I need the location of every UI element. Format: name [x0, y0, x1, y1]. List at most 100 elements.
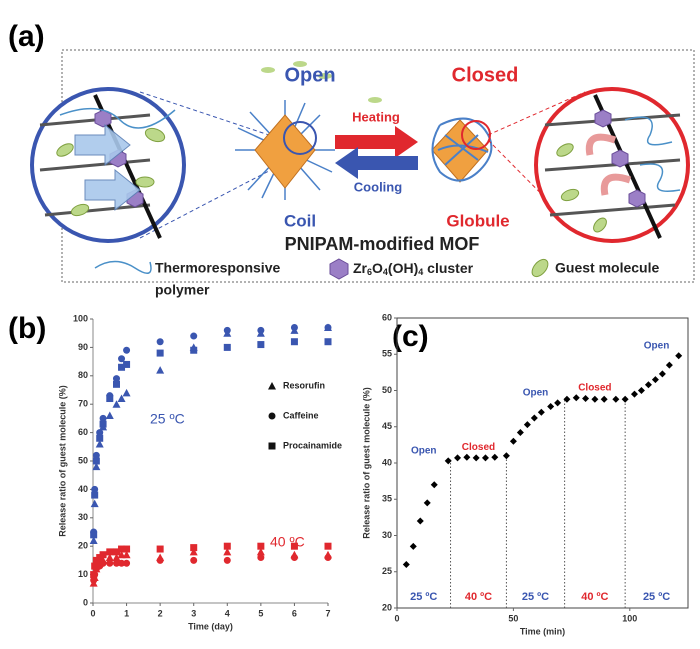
- formula-part: Zr: [353, 260, 368, 276]
- cooling-arrow: [335, 147, 418, 179]
- y-tick-label: 35: [382, 494, 392, 504]
- process-label: Cooling: [354, 179, 402, 194]
- formula-part: O: [372, 260, 383, 276]
- marker: [644, 381, 652, 389]
- marker: [502, 452, 510, 460]
- marker: [257, 554, 265, 562]
- phase-state: Closed: [578, 382, 611, 393]
- marker: [99, 420, 107, 428]
- marker: [99, 551, 107, 559]
- state-label: Globule: [446, 211, 509, 230]
- formula-part: (OH): [388, 260, 418, 276]
- heating-arrow: [335, 126, 418, 158]
- marker: [91, 485, 99, 493]
- legend-icon: [329, 258, 349, 280]
- formula-part: cluster: [423, 260, 473, 276]
- y-tick-label: 40: [78, 484, 88, 494]
- marker: [156, 338, 164, 346]
- marker: [190, 332, 198, 340]
- formula-part: 4: [383, 267, 388, 277]
- x-tick-label: 0: [394, 613, 399, 623]
- y-tick-label: 30: [78, 512, 88, 522]
- y-tick-label: 0: [83, 597, 88, 607]
- marker: [96, 429, 104, 437]
- marker: [612, 395, 620, 403]
- phase-state: Open: [523, 387, 549, 398]
- marker: [190, 556, 198, 564]
- marker: [156, 349, 164, 357]
- marker: [189, 547, 198, 556]
- marker: [223, 547, 232, 556]
- marker: [290, 554, 298, 562]
- marker: [156, 556, 164, 564]
- diagram: Open Closed Heating Cooling Coil Globule…: [30, 49, 695, 298]
- x-tick-label: 3: [191, 608, 196, 618]
- state-label: Open: [284, 64, 335, 86]
- legend-text: Procainamide: [283, 440, 342, 450]
- y-tick-label: 80: [78, 370, 88, 380]
- marker: [117, 550, 126, 559]
- marker: [444, 457, 452, 465]
- marker: [423, 499, 431, 507]
- marker: [530, 414, 538, 422]
- marker: [106, 395, 114, 403]
- marker: [156, 545, 164, 553]
- legend-text: polymer: [155, 282, 210, 298]
- marker: [537, 408, 545, 416]
- panel-label: (a): [8, 20, 45, 53]
- marker: [324, 324, 332, 332]
- marker: [463, 453, 471, 461]
- marker: [123, 360, 131, 368]
- y-axis-title: Release ratio of guest molecule (%): [361, 387, 371, 539]
- marker: [324, 542, 332, 550]
- marker: [223, 556, 231, 564]
- marker: [118, 363, 126, 371]
- marker: [99, 414, 107, 422]
- phase-state: Closed: [462, 442, 495, 453]
- marker: [491, 453, 499, 461]
- marker: [402, 561, 410, 568]
- marker: [106, 548, 114, 556]
- y-tick-label: 50: [382, 385, 392, 395]
- y-tick-label: 50: [78, 455, 88, 465]
- marker: [118, 545, 126, 553]
- marker: [113, 380, 120, 388]
- marker: [630, 390, 638, 398]
- state-label: Closed: [452, 64, 519, 86]
- y-tick-label: 100: [73, 313, 88, 323]
- phase-state: Open: [411, 445, 437, 456]
- y-tick-label: 40: [382, 457, 392, 467]
- marker: [90, 531, 98, 539]
- open-mof: [235, 61, 335, 200]
- marker: [257, 542, 265, 550]
- x-tick-label: 4: [225, 608, 230, 618]
- x-tick-label: 5: [258, 608, 263, 618]
- marker: [113, 375, 120, 383]
- x-tick-label: 0: [90, 608, 95, 618]
- marker: [563, 395, 571, 403]
- y-tick-label: 55: [382, 349, 392, 359]
- marker: [118, 355, 126, 363]
- marker: [637, 387, 645, 394]
- guest: [56, 127, 166, 217]
- process-label: Heating: [352, 109, 400, 124]
- guest: [556, 143, 607, 233]
- phase-temp: 40 ºC: [465, 591, 492, 603]
- formula-part: 4: [418, 267, 423, 277]
- legend-marker: [268, 382, 276, 390]
- y-tick-label: 25: [382, 566, 392, 576]
- zoom-line: [139, 91, 291, 143]
- zoom-line: [487, 91, 586, 136]
- y-tick-label: 10: [78, 569, 88, 579]
- marker: [256, 547, 265, 556]
- marker: [547, 402, 555, 410]
- marker: [89, 536, 98, 545]
- marker: [190, 346, 198, 354]
- marker: [92, 462, 101, 471]
- marker: [651, 376, 659, 384]
- marker: [416, 517, 424, 525]
- marker: [91, 491, 99, 499]
- marker: [92, 451, 100, 459]
- legend-text: Thermoresponsive: [155, 260, 280, 276]
- marker: [600, 395, 608, 403]
